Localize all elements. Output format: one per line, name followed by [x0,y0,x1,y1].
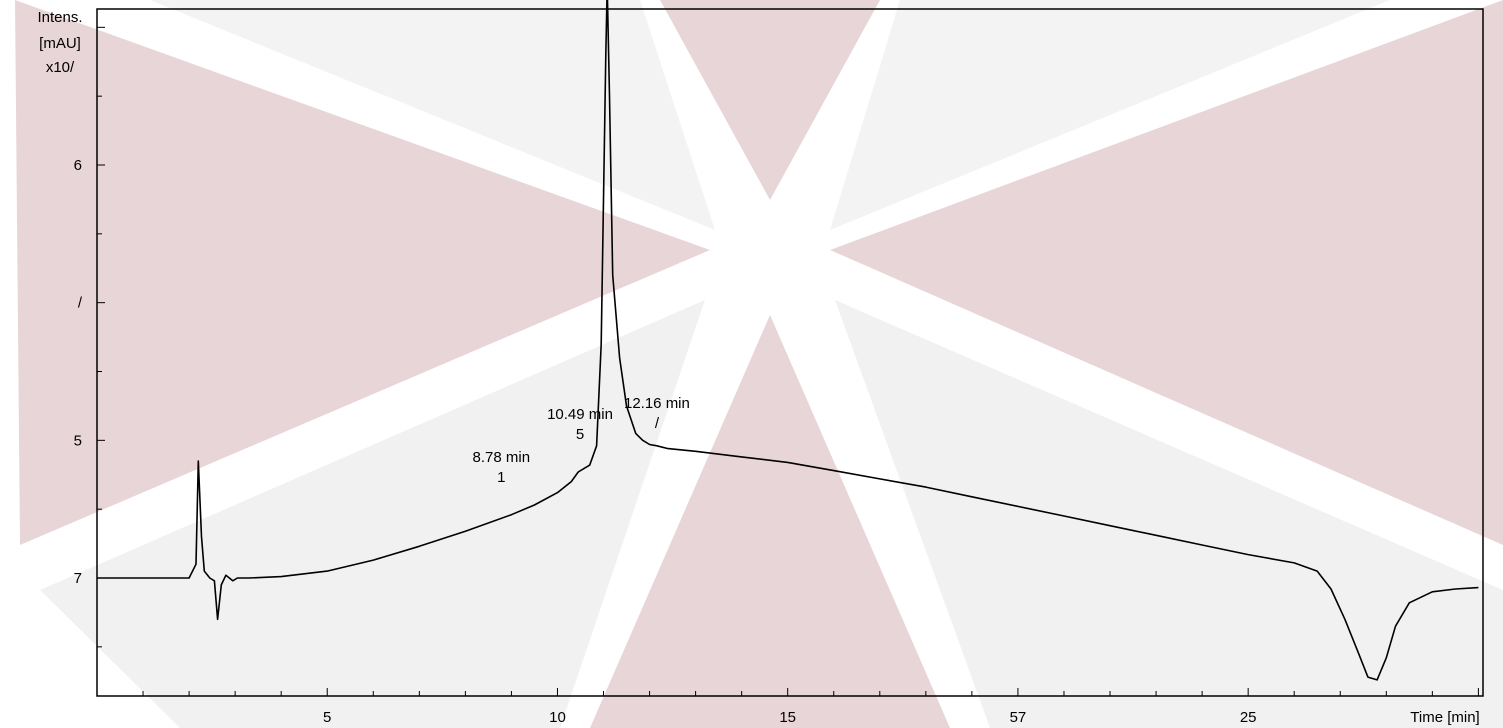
y-tick-label: 5 [74,432,82,449]
y-tick-label: 6 [74,157,82,174]
peak-time-label: 10.49 min [547,406,613,423]
plot-frame [96,8,1484,697]
chromatogram-trace [97,0,1479,681]
x-tick-label: 5 [323,709,331,726]
peak-number-label: / [655,415,660,432]
x-tick-label: 15 [779,709,796,726]
y-axis-label-line-1: Intens. [37,9,82,26]
y-axis-label-line-2: [mAU] [39,35,81,52]
y-tick-label: / [78,295,83,312]
x-tick-label: 10 [549,709,566,726]
x-axis-ticks: 5 10 15 57 25 [142,688,1479,726]
x-axis-label: Time [min] [1410,709,1479,726]
x-tick-label: 25 [1240,709,1257,726]
peak-number-label: 1 [497,469,505,486]
x-tick-label: 57 [1010,709,1027,726]
series-group [97,0,1479,681]
y-axis-label-line-3: x10/ [46,59,75,76]
peak-time-label: 8.78 min [473,449,531,466]
watermark-star-logo [15,0,1503,728]
peak-time-label: 12.16 min [624,395,690,412]
y-tick-label: 7 [74,570,82,587]
peak-number-label: 5 [576,426,584,443]
